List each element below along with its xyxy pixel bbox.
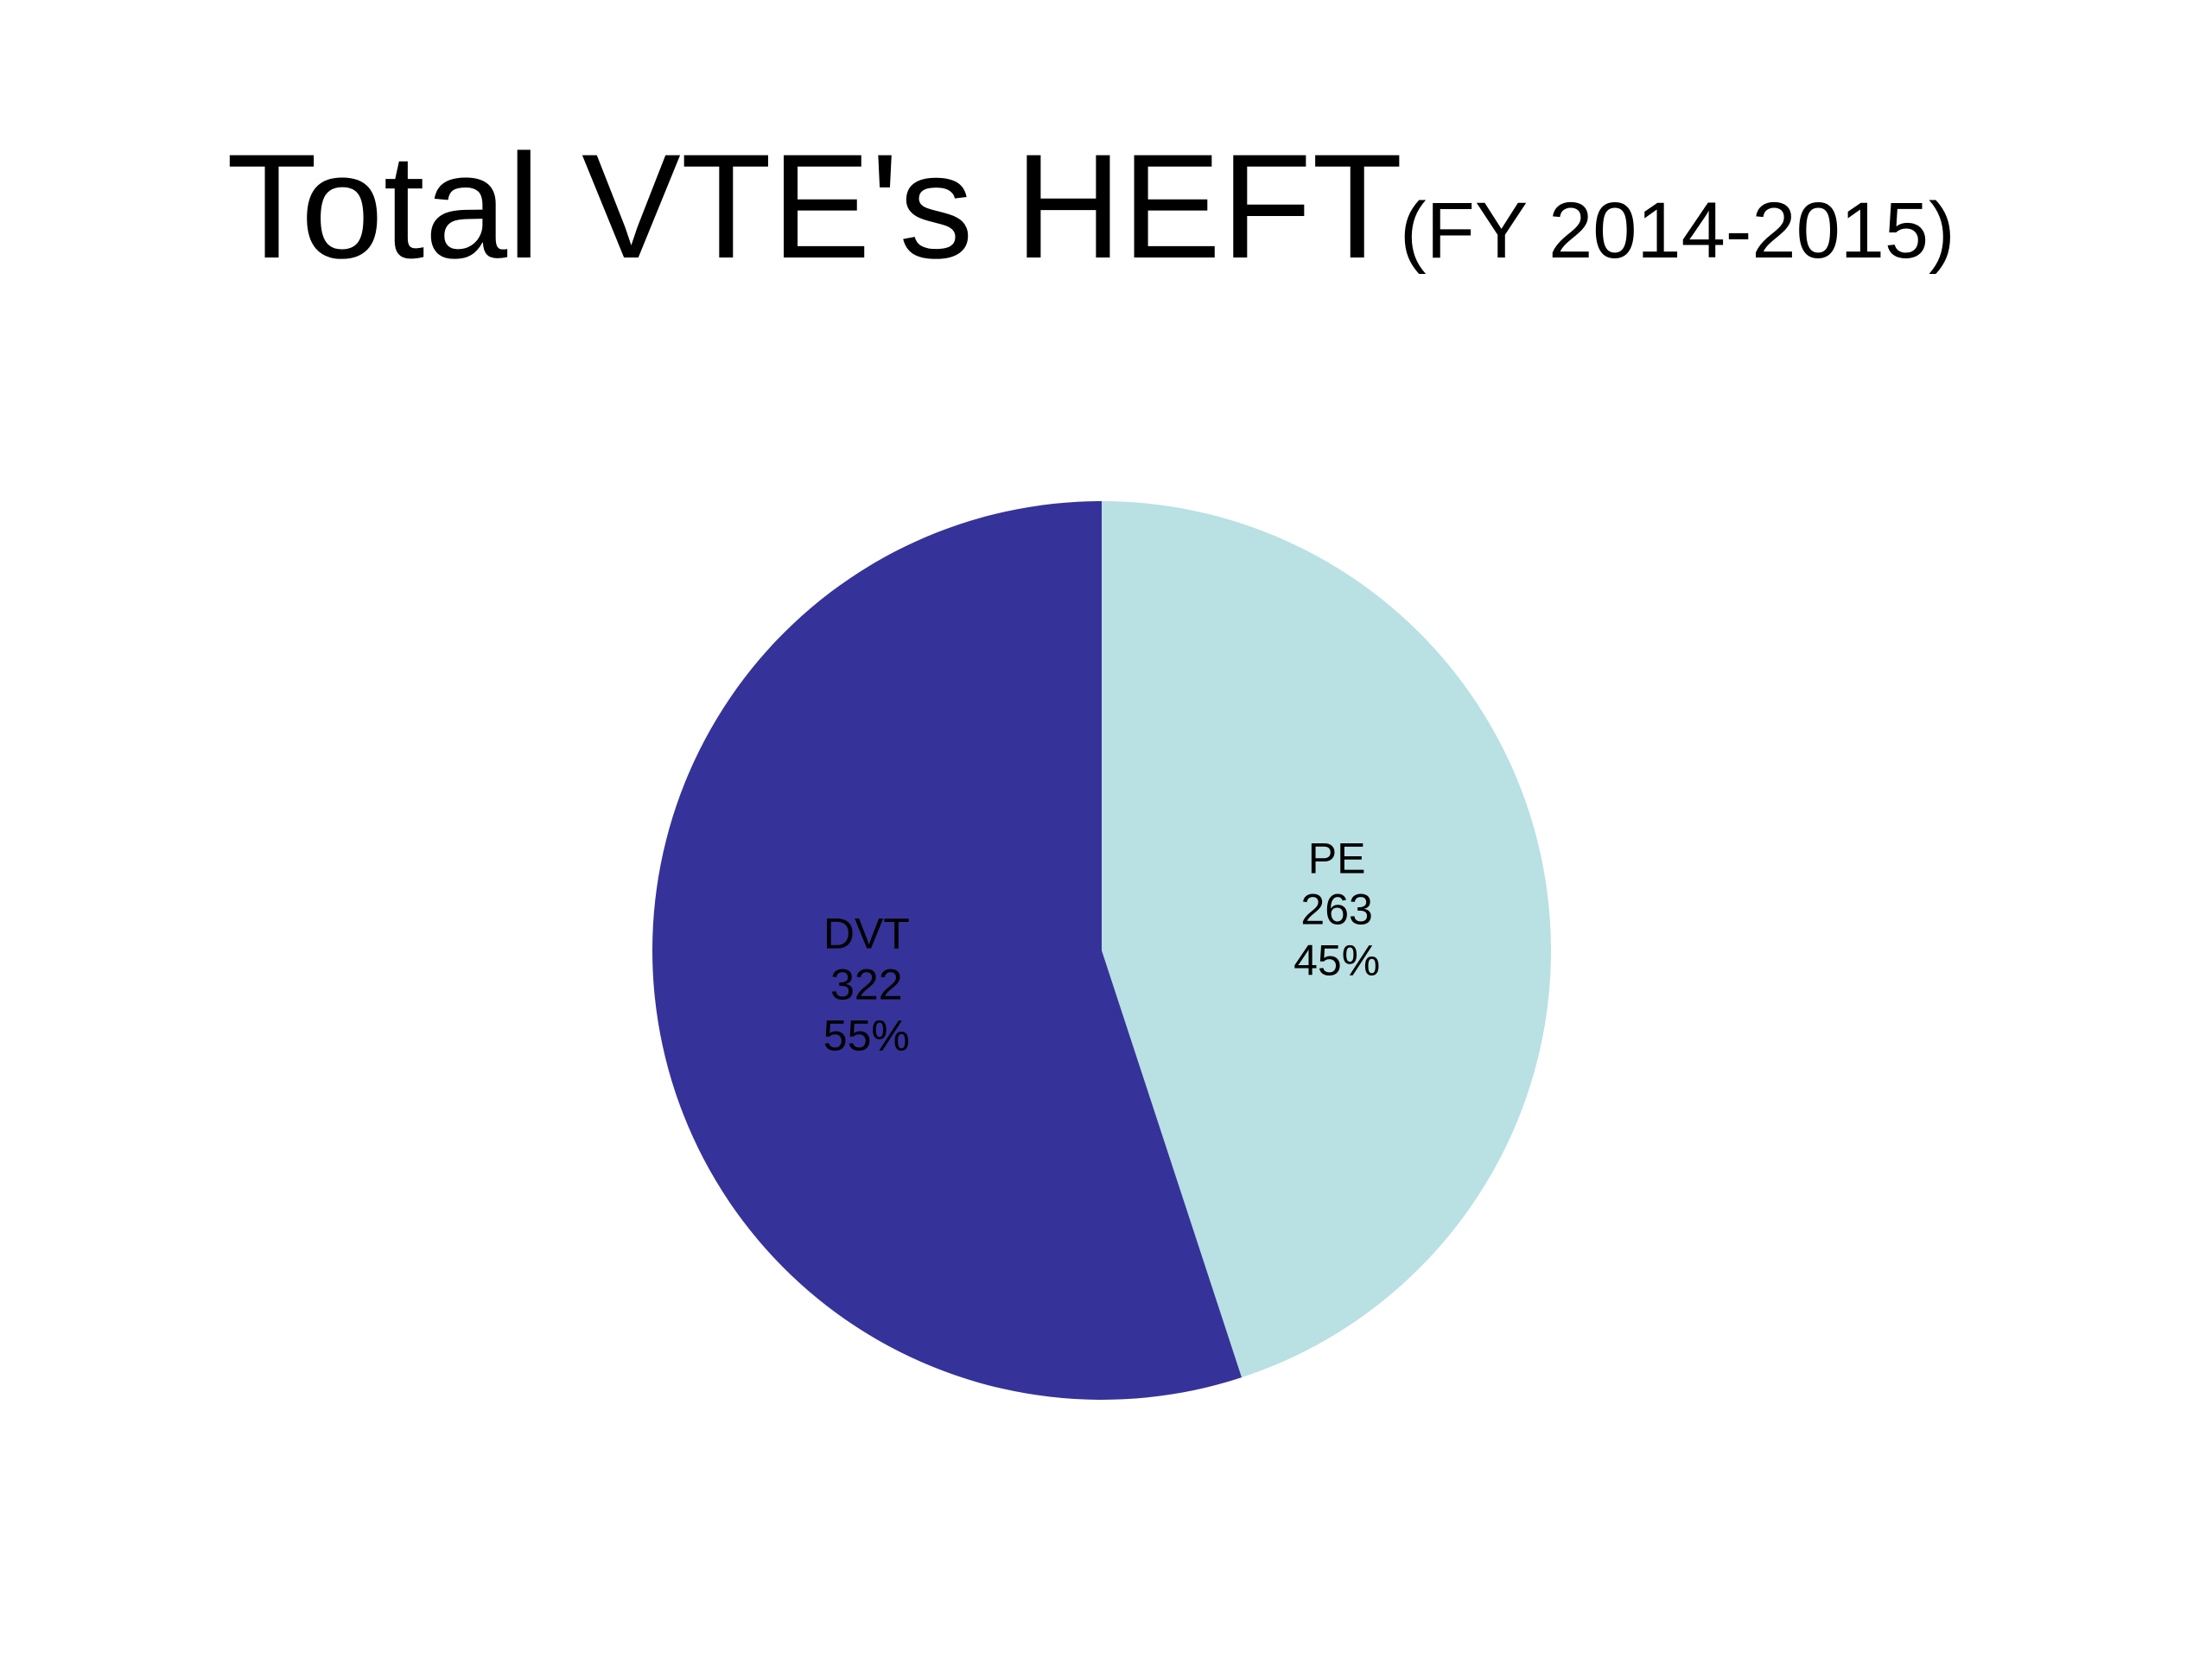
pie-slice (652, 500, 1243, 1400)
slice-label: DVT (823, 910, 910, 958)
slice-percent: 55% (823, 1012, 910, 1060)
slice-percent: 45% (1294, 937, 1380, 985)
chart-title: Total VTE's HEFT (226, 124, 1402, 289)
pie-slice (1102, 501, 1551, 1378)
slice-value: 322 (830, 961, 902, 1009)
chart-subtitle: (FY 2014-2015) (1400, 187, 1955, 275)
slice-value: 263 (1300, 886, 1372, 934)
slice-label: PE (1308, 835, 1366, 883)
